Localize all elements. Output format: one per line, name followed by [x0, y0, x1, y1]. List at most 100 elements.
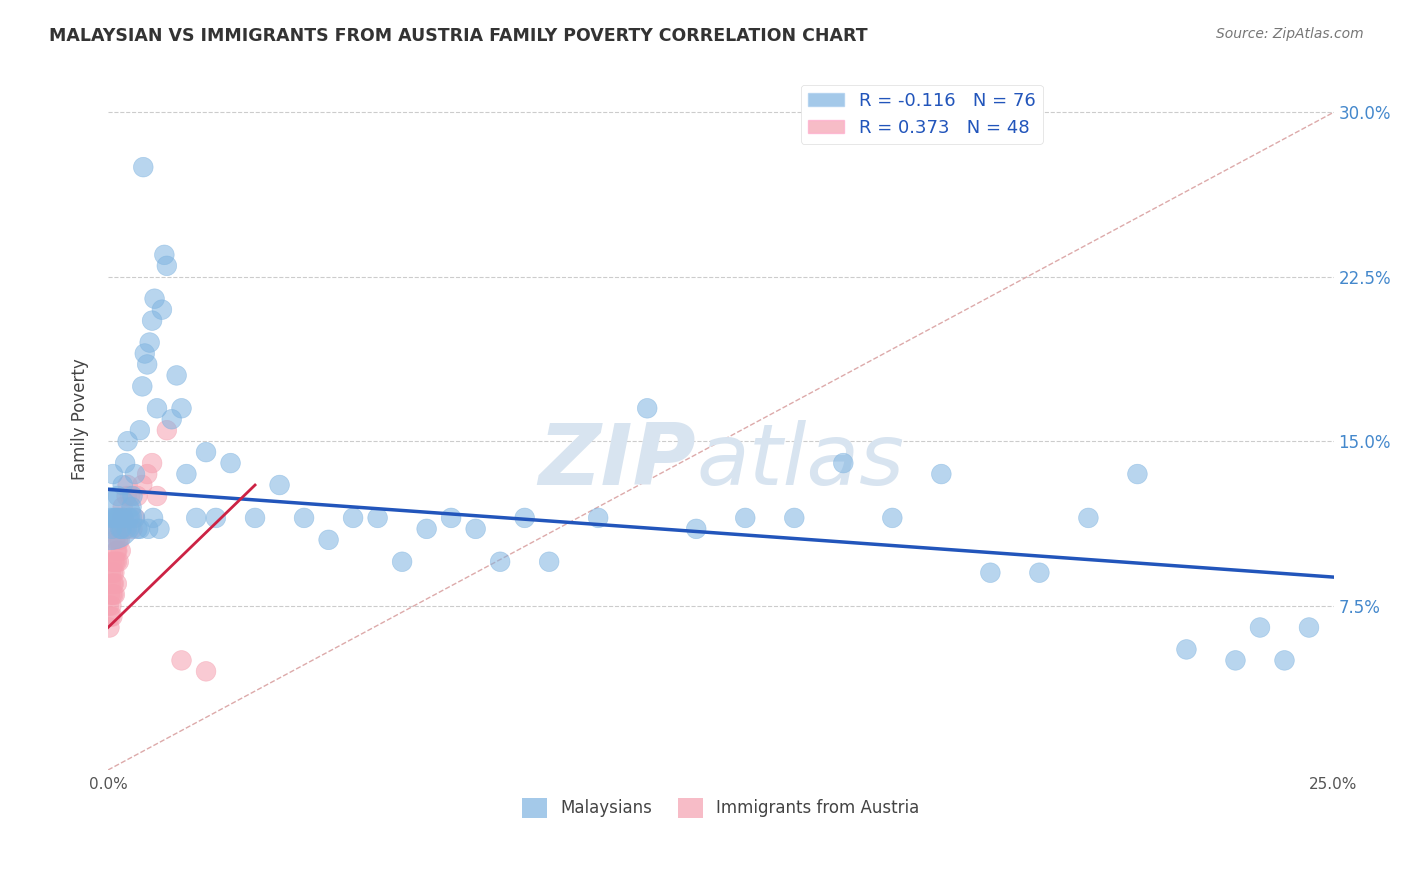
- Point: [98, 599, 121, 613]
- Point: [931, 467, 953, 481]
- Point: [100, 511, 122, 525]
- Point: [148, 522, 170, 536]
- Point: [586, 511, 609, 525]
- Point: [107, 522, 129, 536]
- Point: [685, 522, 707, 536]
- Point: [101, 566, 124, 580]
- Point: [112, 511, 135, 525]
- Point: [100, 609, 122, 624]
- Point: [101, 609, 124, 624]
- Point: [100, 576, 122, 591]
- Point: [103, 555, 125, 569]
- Point: [105, 543, 128, 558]
- Point: [111, 522, 134, 536]
- Point: [112, 511, 135, 525]
- Point: [186, 511, 208, 525]
- Point: [107, 511, 129, 525]
- Point: [101, 576, 124, 591]
- Point: [1249, 620, 1271, 634]
- Point: [104, 533, 127, 547]
- Point: [131, 478, 153, 492]
- Point: [118, 489, 141, 503]
- Point: [1028, 566, 1050, 580]
- Point: [104, 555, 127, 569]
- Point: [103, 566, 125, 580]
- Point: [114, 522, 136, 536]
- Point: [110, 543, 132, 558]
- Point: [205, 511, 228, 525]
- Point: [111, 478, 134, 492]
- Text: Source: ZipAtlas.com: Source: ZipAtlas.com: [1216, 27, 1364, 41]
- Point: [100, 599, 122, 613]
- Point: [121, 489, 143, 503]
- Point: [131, 379, 153, 393]
- Point: [269, 478, 291, 492]
- Point: [832, 456, 855, 470]
- Point: [107, 533, 129, 547]
- Point: [143, 292, 166, 306]
- Point: [124, 467, 146, 481]
- Point: [153, 248, 176, 262]
- Point: [415, 522, 437, 536]
- Point: [98, 620, 121, 634]
- Point: [108, 511, 131, 525]
- Point: [150, 302, 173, 317]
- Legend: Malaysians, Immigrants from Austria: Malaysians, Immigrants from Austria: [516, 791, 925, 825]
- Point: [107, 489, 129, 503]
- Point: [1274, 653, 1296, 667]
- Text: ZIP: ZIP: [538, 420, 696, 503]
- Point: [105, 543, 128, 558]
- Point: [138, 335, 160, 350]
- Point: [132, 160, 155, 174]
- Point: [979, 566, 1001, 580]
- Point: [141, 313, 163, 327]
- Point: [124, 511, 146, 525]
- Point: [134, 346, 156, 360]
- Y-axis label: Family Poverty: Family Poverty: [72, 359, 89, 480]
- Point: [538, 555, 561, 569]
- Point: [101, 588, 124, 602]
- Point: [318, 533, 340, 547]
- Point: [101, 522, 124, 536]
- Point: [124, 511, 146, 525]
- Point: [110, 522, 132, 536]
- Point: [1225, 653, 1247, 667]
- Point: [103, 576, 125, 591]
- Point: [108, 533, 131, 547]
- Point: [166, 368, 188, 383]
- Point: [136, 358, 159, 372]
- Point: [103, 588, 125, 602]
- Point: [98, 588, 121, 602]
- Point: [121, 500, 143, 514]
- Point: [100, 566, 122, 580]
- Text: atlas: atlas: [696, 420, 904, 503]
- Point: [105, 511, 128, 525]
- Point: [170, 653, 193, 667]
- Point: [101, 555, 124, 569]
- Point: [292, 511, 315, 525]
- Point: [117, 434, 139, 449]
- Point: [734, 511, 756, 525]
- Text: MALAYSIAN VS IMMIGRANTS FROM AUSTRIA FAMILY POVERTY CORRELATION CHART: MALAYSIAN VS IMMIGRANTS FROM AUSTRIA FAM…: [49, 27, 868, 45]
- Point: [342, 511, 364, 525]
- Point: [440, 511, 463, 525]
- Point: [783, 511, 806, 525]
- Point: [146, 401, 169, 416]
- Point: [1126, 467, 1149, 481]
- Point: [367, 511, 389, 525]
- Point: [100, 511, 122, 525]
- Point: [1077, 511, 1099, 525]
- Point: [170, 401, 193, 416]
- Point: [464, 522, 486, 536]
- Point: [127, 489, 149, 503]
- Point: [111, 500, 134, 514]
- Point: [103, 511, 125, 525]
- Point: [176, 467, 198, 481]
- Point: [104, 522, 127, 536]
- Point: [195, 665, 218, 679]
- Point: [219, 456, 242, 470]
- Point: [128, 423, 150, 437]
- Point: [105, 555, 128, 569]
- Point: [110, 522, 132, 536]
- Point: [136, 522, 159, 536]
